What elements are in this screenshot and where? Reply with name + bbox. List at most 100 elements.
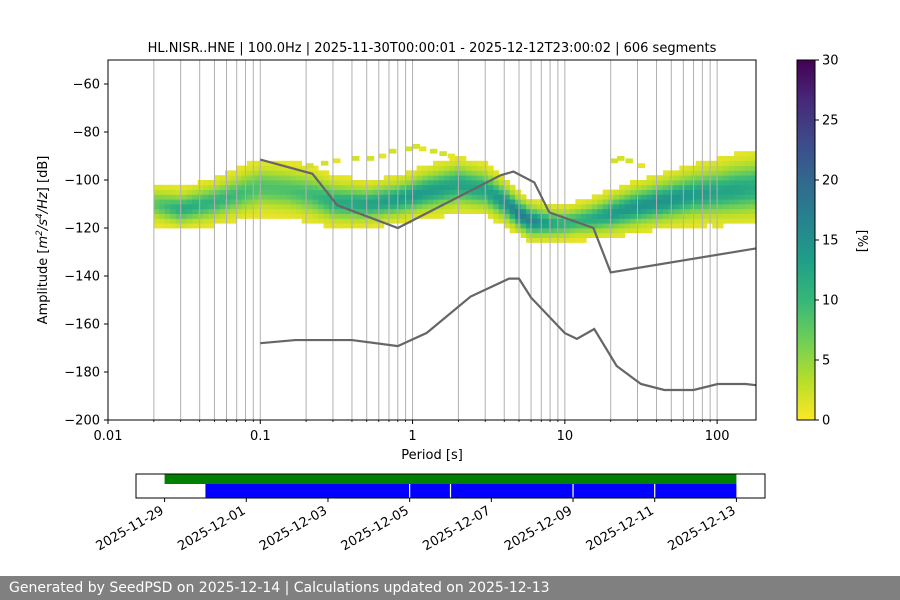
pdf-cell — [460, 175, 467, 181]
pdf-cell — [329, 223, 335, 229]
pdf-cell — [624, 228, 631, 234]
pdf-cell — [712, 218, 719, 224]
pdf-cell — [602, 213, 609, 219]
pdf-cell — [186, 194, 193, 200]
pdf-cell — [575, 208, 582, 214]
pdf-cell — [268, 165, 275, 171]
pdf-cell — [460, 204, 467, 210]
pdf-cell — [646, 184, 653, 190]
pdf-cell — [230, 218, 237, 224]
pdf-cell — [564, 218, 571, 224]
footer-text: Generated by SeedPSD on 2025-12-14 | Cal… — [9, 580, 550, 596]
pdf-cell — [454, 184, 461, 190]
pdf-cell — [750, 156, 756, 162]
pdf-cell — [662, 213, 669, 219]
availability-frame — [135, 473, 766, 499]
pdf-cell — [378, 223, 385, 229]
pdf-cell — [717, 199, 724, 205]
pdf-cell — [438, 160, 445, 166]
pdf-cell — [465, 175, 472, 181]
pdf-cell — [750, 204, 756, 210]
pdf-cell — [515, 228, 522, 234]
pdf-cell — [274, 180, 281, 186]
pdf-cell — [208, 180, 215, 186]
pdf-cell — [679, 199, 686, 205]
pdf-cell — [433, 165, 439, 171]
pdf-cell — [695, 218, 702, 224]
pdf-cell — [301, 175, 308, 181]
pdf-cell — [405, 218, 412, 224]
pdf-cell — [186, 199, 193, 205]
pdf-cell — [329, 213, 335, 219]
pdf-cell — [498, 180, 505, 186]
pdf-cell — [449, 165, 456, 171]
pdf-cell — [520, 199, 527, 205]
pdf-cell — [695, 180, 702, 186]
pdf-cell — [411, 180, 417, 186]
pdf-cell — [520, 213, 527, 219]
pdf-cell — [745, 213, 751, 219]
pdf-cell — [750, 194, 756, 200]
pdf-cell — [651, 199, 658, 205]
pdf-cell — [367, 199, 374, 205]
pdf-cell — [487, 180, 494, 186]
pdf-cell — [679, 170, 686, 176]
pdf-cell — [279, 170, 286, 176]
pdf-cell — [214, 184, 220, 190]
pdf-cell — [723, 165, 730, 171]
pdf-cell — [367, 204, 374, 210]
pdf-cell — [602, 189, 609, 195]
pdf-cell — [630, 213, 636, 219]
pdf-cell — [175, 208, 182, 214]
chart-title: HL.NISR..HNE | 100.0Hz | 2025-11-30T00:0… — [148, 41, 717, 56]
pdf-cell — [745, 189, 751, 195]
pdf-cell — [542, 223, 549, 229]
y-tick-label: −180 — [64, 366, 100, 381]
pdf-cell — [569, 237, 576, 243]
pdf-cell — [153, 218, 160, 224]
pdf-cell — [750, 199, 756, 205]
pdf-cell — [345, 184, 352, 190]
pdf-cell — [547, 218, 554, 224]
pdf-cell — [257, 184, 264, 190]
pdf-cell — [531, 218, 538, 224]
pdf-cell — [361, 218, 368, 224]
pdf-cell — [646, 208, 653, 214]
pdf-cell — [641, 184, 647, 190]
pdf-cell — [493, 199, 500, 205]
pdf-cell — [257, 213, 264, 219]
pdf-cell — [329, 218, 335, 224]
pdf-cell — [192, 194, 199, 200]
pdf-cell — [454, 156, 461, 162]
pdf-cell — [504, 180, 511, 186]
pdf-cell — [433, 160, 439, 166]
pdf-cell — [192, 184, 199, 190]
pdf-cell — [438, 194, 445, 200]
pdf-cell — [405, 180, 412, 186]
pdf-cell — [460, 189, 467, 195]
pdf-cell — [739, 204, 746, 210]
pdf-cell — [471, 175, 478, 181]
pdf-sparse-cell — [616, 156, 625, 161]
pdf-cell — [580, 213, 587, 219]
pdf-cell — [235, 213, 242, 219]
pdf-cell — [597, 228, 604, 234]
pdf-cell — [268, 199, 275, 205]
pdf-cell — [728, 180, 735, 186]
pdf-cell — [372, 204, 379, 210]
pdf-cell — [531, 208, 538, 214]
pdf-cell — [203, 204, 209, 210]
pdf-cell — [307, 180, 313, 186]
pdf-cell — [739, 180, 746, 186]
pdf-cell — [695, 160, 702, 166]
pdf-cell — [728, 170, 735, 176]
pdf-cell — [750, 218, 756, 224]
pdf-cell — [323, 213, 330, 219]
pdf-cell — [602, 228, 609, 234]
pdf-cell — [657, 184, 664, 190]
pdf-cell — [679, 194, 686, 200]
pdf-cell — [164, 208, 171, 214]
pdf-cell — [438, 199, 445, 205]
pdf-cell — [422, 170, 428, 176]
pdf-cell — [214, 204, 220, 210]
